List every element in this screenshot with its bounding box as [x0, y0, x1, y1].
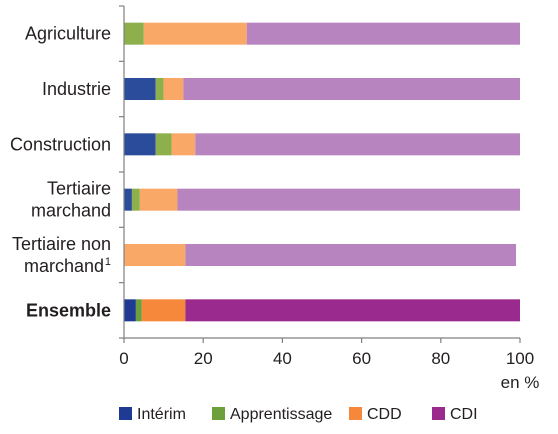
- x-tick-label-4: 80: [431, 349, 450, 368]
- category-label-4-1: marchand: [24, 256, 104, 276]
- bar-segment-cdi-4: [185, 244, 517, 266]
- bars-layer: [124, 22, 520, 322]
- category-label-1-0: Industrie: [42, 79, 111, 99]
- bar-segment-apprentissage-2: [155, 133, 172, 156]
- x-axis-unit-label: en %: [501, 373, 540, 392]
- x-axis: 0 20 40 60 80 100 en %: [119, 5, 540, 392]
- bar-segment-cdi-2: [195, 133, 520, 156]
- bar-segment-apprentissage-5: [135, 299, 142, 322]
- bar-segment-cdd-5: [141, 299, 186, 322]
- category-labels: Agriculture Industrie Construction Tertiair…: [10, 24, 111, 321]
- bar-segment-apprentissage-0: [124, 22, 144, 45]
- category-label-5-0: Ensemble: [26, 300, 111, 320]
- x-tick-label-3: 60: [352, 349, 371, 368]
- legend-label-3: CDI: [450, 406, 478, 423]
- bar-segment-int-rim-2: [124, 133, 156, 156]
- bar-segment-int-rim-1: [124, 78, 156, 100]
- bar-segment-cdd-2: [171, 133, 196, 156]
- bar-segment-int-rim-5: [124, 299, 136, 322]
- x-tick-label-1: 20: [194, 349, 213, 368]
- bar-segment-cdi-1: [183, 78, 520, 100]
- bar-segment-cdi-3: [177, 188, 520, 211]
- category-footnote-4: 1: [105, 256, 111, 268]
- bar-segment-cdd-1: [163, 78, 184, 100]
- bar-segment-cdd-3: [139, 188, 178, 211]
- x-tick-label-0: 0: [119, 349, 128, 368]
- legend-swatch-0: [119, 407, 132, 420]
- legend-label-0: Intérim: [137, 406, 186, 423]
- legend-label-2: CDD: [367, 406, 402, 423]
- category-label-2-0: Construction: [10, 134, 111, 154]
- bar-segment-int-rim-3: [124, 188, 132, 211]
- category-label-3-0: Tertiaire: [47, 179, 111, 199]
- legend-swatch-3: [432, 407, 445, 420]
- bar-segment-cdd-0: [143, 22, 247, 45]
- legend-swatch-2: [349, 407, 362, 420]
- x-tick-label-5: 100: [506, 349, 534, 368]
- category-label-4-0: Tertiaire non: [12, 234, 111, 254]
- bar-segment-cdi-0: [246, 22, 520, 45]
- bar-segment-cdd-4: [124, 244, 186, 266]
- x-tick-label-2: 40: [273, 349, 292, 368]
- category-label-3-1: marchand: [31, 201, 111, 221]
- bar-segment-apprentissage-3: [131, 188, 140, 211]
- legend-label-1: Apprentissage: [230, 406, 332, 423]
- legend-swatch-1: [212, 407, 225, 420]
- bar-segment-cdi-5: [185, 299, 520, 322]
- legend: Intérim Apprentissage CDD CDI: [119, 406, 478, 423]
- bar-segment-apprentissage-1: [155, 78, 164, 100]
- category-label-0-0: Agriculture: [25, 24, 111, 44]
